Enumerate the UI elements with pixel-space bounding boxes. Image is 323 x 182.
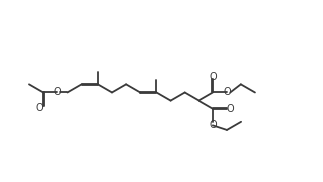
Text: O: O: [224, 88, 231, 98]
Text: O: O: [54, 88, 61, 98]
Text: O: O: [36, 103, 43, 113]
Text: O: O: [210, 72, 217, 82]
Text: O: O: [227, 104, 234, 114]
Text: O: O: [209, 120, 217, 130]
